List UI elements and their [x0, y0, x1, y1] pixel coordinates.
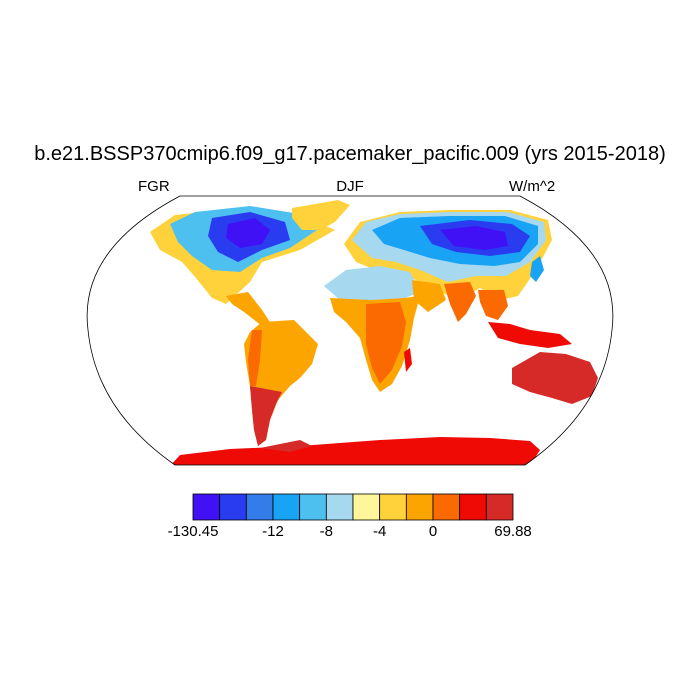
south-america-south [250, 386, 282, 446]
india [444, 282, 476, 322]
africa-north [324, 266, 420, 302]
colorbar-tick-label: 0 [428, 523, 438, 540]
north-america-deep [226, 218, 270, 248]
colorbar-cell [352, 493, 381, 521]
colorbar-cell [405, 493, 434, 521]
colorbar-cell [379, 493, 407, 521]
colorbar-tick-label: -8 [319, 523, 333, 540]
antarctica [170, 437, 540, 465]
colorbar-tick-label: -130.45 [167, 523, 219, 540]
siberia-deep [440, 226, 508, 250]
japan [530, 256, 544, 282]
colorbar-tick-label: 69.88 [494, 523, 532, 540]
central-america [226, 292, 270, 326]
colorbar-cell [325, 493, 354, 521]
greenland [292, 200, 350, 230]
colorbar-cells [192, 493, 514, 521]
map-boundary [86, 195, 614, 466]
colorbar-cell [219, 493, 247, 521]
units-label: W/m^2 [509, 178, 556, 195]
colorbar-cell [459, 493, 487, 521]
continents [150, 200, 612, 465]
variable-label: FGR [138, 178, 170, 195]
colorbar-cell [272, 493, 301, 521]
southeast-asia [478, 290, 508, 320]
colorbar-tick-label: -4 [372, 523, 387, 540]
antarctic-peninsula [260, 440, 312, 452]
australia [512, 352, 598, 404]
season-label: DJF [336, 178, 364, 195]
andes-belt [248, 330, 262, 386]
africa-core [366, 302, 406, 384]
colorbar-cell [299, 493, 327, 521]
madagascar [404, 348, 412, 372]
map-title: b.e21.BSSP370cmip6.f09_g17.pacemaker_pac… [34, 143, 666, 165]
arabia [412, 280, 446, 312]
colorbar-cell [245, 493, 274, 521]
colorbar-cell [432, 493, 461, 521]
colorbar-cell [192, 493, 221, 521]
colorbar-cell [485, 493, 514, 521]
maritime-continent [488, 322, 572, 348]
colorbar-tick-label: -12 [262, 523, 284, 540]
